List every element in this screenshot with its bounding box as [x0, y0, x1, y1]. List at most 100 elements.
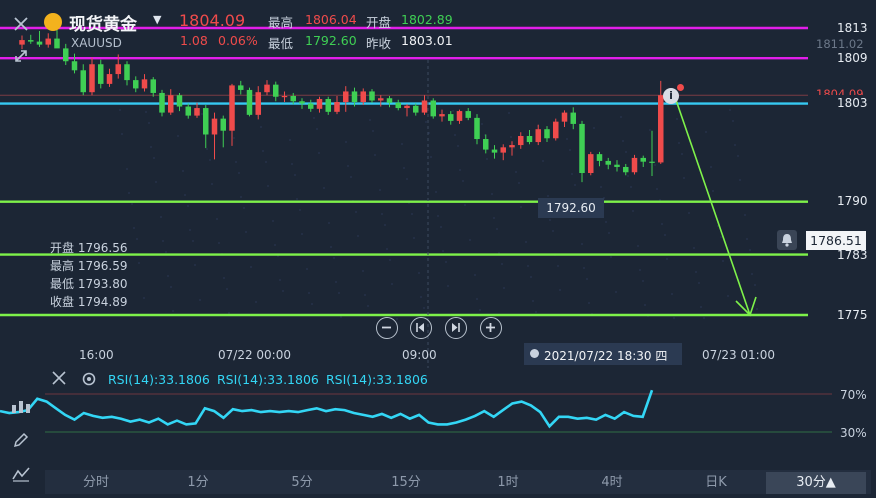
map-dot [586, 278, 588, 280]
candle-body [308, 103, 314, 109]
candle-body [185, 106, 191, 116]
candle-body [36, 41, 43, 45]
last-price: 1804.09 [179, 11, 246, 30]
minus-icon [382, 326, 391, 329]
map-dot [722, 260, 724, 262]
info-icon[interactable]: i [663, 88, 679, 104]
map-dot [209, 159, 211, 161]
map-dot [235, 161, 237, 163]
map-dot [530, 276, 532, 278]
candle-body [238, 85, 244, 90]
map-dot [454, 134, 456, 136]
map-dot [245, 231, 247, 233]
time-label-3: 09:00 [402, 348, 437, 362]
map-dot [615, 291, 617, 293]
map-dot [720, 236, 722, 238]
map-dot [262, 150, 264, 152]
map-dot [642, 280, 644, 282]
tab-15min[interactable]: 15分 [391, 475, 421, 490]
map-dot [413, 237, 415, 239]
map-dot [294, 174, 296, 176]
draw-button[interactable] [6, 426, 36, 454]
candle-body [413, 105, 419, 113]
map-dot [372, 130, 374, 132]
candle-body [89, 64, 95, 93]
map-dot [430, 156, 432, 158]
map-dot [732, 120, 734, 122]
forecast-arrow [675, 99, 757, 317]
map-dot [474, 274, 476, 276]
zoom-out-button[interactable] [376, 317, 398, 339]
map-dot [403, 167, 405, 169]
map-dot [177, 135, 179, 137]
tab-1hour[interactable]: 1时 [497, 475, 519, 490]
tab-5min[interactable]: 5分 [291, 475, 313, 490]
map-dot [187, 205, 189, 207]
caret-down-icon[interactable]: ▼ [153, 13, 162, 26]
close-button[interactable] [6, 10, 36, 38]
indicator-button[interactable] [6, 392, 36, 420]
candle-body [98, 64, 104, 84]
map-dot [593, 127, 595, 129]
map-dot [396, 318, 398, 320]
map-dot [659, 199, 661, 201]
map-dot [350, 176, 352, 178]
map-dot [355, 211, 357, 213]
map-dot [501, 263, 503, 265]
shrink-button[interactable] [6, 42, 36, 70]
tab-1min[interactable]: 1分 [187, 475, 209, 490]
map-dot [401, 143, 403, 145]
candle-body [378, 98, 384, 101]
instrument-name[interactable]: 现货黄金 [69, 15, 137, 35]
map-dot [481, 123, 483, 125]
tab-30min-selected[interactable]: 30分▲ [766, 472, 866, 494]
line-tool-button[interactable] [6, 460, 36, 488]
map-dot [600, 186, 602, 188]
map-dot [391, 283, 393, 285]
map-dot [333, 257, 335, 259]
map-dot [418, 272, 420, 274]
map-dot [282, 290, 284, 292]
map-dot [238, 172, 240, 174]
red-dot-indicator [677, 84, 684, 91]
map-dot [654, 164, 656, 166]
map-dot [566, 138, 568, 140]
candle-body [658, 95, 664, 163]
tab-daily[interactable]: 日K [705, 475, 727, 490]
map-dot [223, 277, 225, 279]
map-dot [688, 212, 690, 214]
map-dot [664, 234, 666, 236]
candle-body [150, 79, 156, 93]
map-dot [199, 299, 201, 301]
scroll-end-button[interactable] [445, 317, 467, 339]
indicator-settings-button[interactable] [80, 370, 98, 392]
map-dot [610, 256, 612, 258]
alert-bell-button[interactable] [777, 230, 797, 250]
map-dot [233, 137, 235, 139]
map-dot [301, 233, 303, 235]
map-dot [260, 126, 262, 128]
ohlc-open: 开盘 1796.56 [50, 241, 128, 255]
map-dot [630, 186, 632, 188]
map-dot [525, 241, 527, 243]
tab-4hour[interactable]: 4时 [601, 475, 623, 490]
map-dot [513, 147, 515, 149]
candle-body [334, 102, 340, 112]
zoom-in-button[interactable] [480, 317, 502, 339]
map-dot [447, 285, 449, 287]
map-dot [323, 187, 325, 189]
skip-forward-icon [452, 323, 460, 332]
scroll-start-button[interactable] [410, 317, 432, 339]
level-label-1775: 1775 [809, 307, 869, 324]
tab-timeshare[interactable]: 分时 [82, 475, 109, 490]
close-indicator-button[interactable] [50, 369, 68, 391]
map-dot [661, 223, 663, 225]
candle-body [535, 129, 541, 143]
map-dot [527, 265, 529, 267]
map-dot [673, 317, 675, 319]
map-dot [437, 215, 439, 217]
rsi-panel [0, 389, 832, 433]
map-dot [218, 242, 220, 244]
map-dot [272, 220, 274, 222]
